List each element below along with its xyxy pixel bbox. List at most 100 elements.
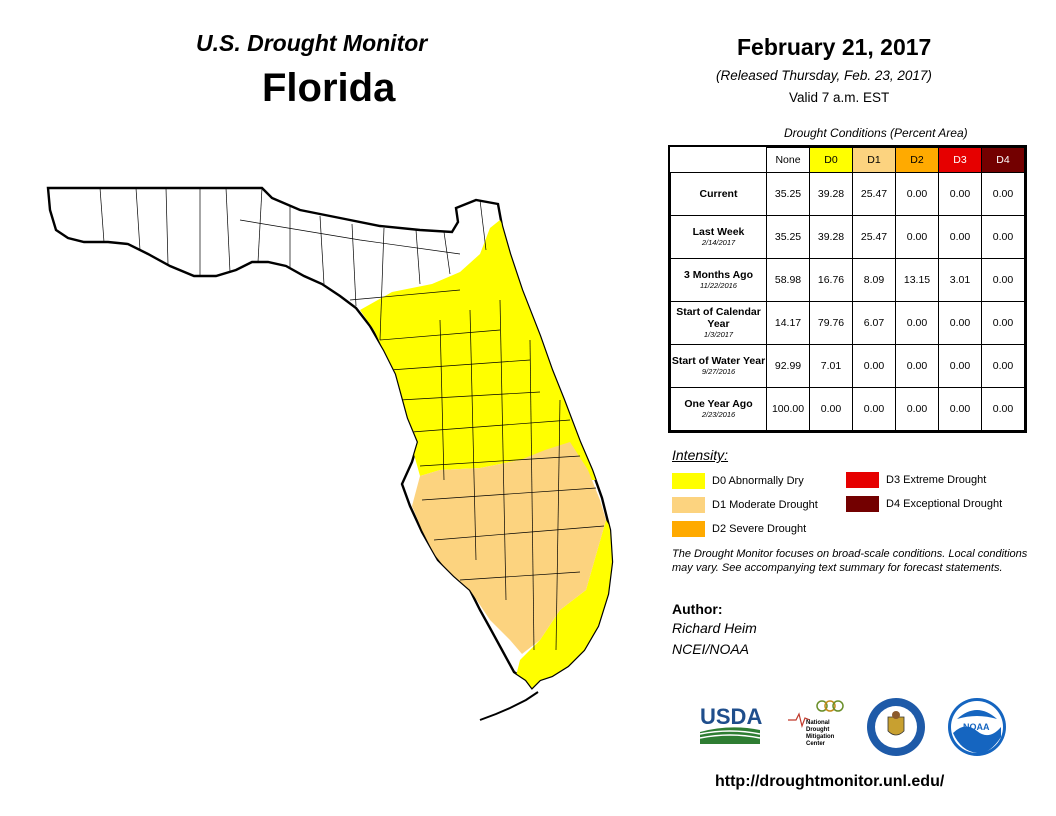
row-sublabel: 11/22/2016 [700, 281, 737, 290]
map-date: February 21, 2017 [737, 34, 932, 60]
table-row: 3 Months Ago 11/22/2016 58.98 16.76 8.09 … [670, 258, 1025, 302]
cell-value: 39.28 [809, 172, 853, 216]
col-header-d4: D4 [981, 147, 1025, 173]
cell-value: 0.00 [895, 387, 939, 431]
legend-swatch-d0 [672, 473, 705, 489]
noaa-logo-text: NOAA [963, 722, 990, 732]
drought-conditions-table: None D0 D1 D2 D3 D4 Current 35.25 39.28 … [668, 145, 1027, 433]
cell-value: 100.00 [766, 387, 810, 431]
florida-keys [479, 691, 539, 721]
legend-swatch-d4 [846, 496, 879, 512]
row-sublabel: 2/14/2017 [701, 238, 736, 247]
legend-item-d4: D4 Exceptional Drought [846, 496, 1002, 512]
row-label: One Year Ago 2/23/2016 [670, 387, 767, 431]
cell-value: 92.99 [766, 344, 810, 388]
cell-value: 0.00 [981, 258, 1025, 302]
row-sublabel: 2/23/2016 [701, 410, 736, 419]
cell-value: 0.00 [895, 215, 939, 259]
cell-value: 0.00 [809, 387, 853, 431]
col-header-d0: D0 [809, 147, 853, 173]
table-row: Current 35.25 39.28 25.47 0.00 0.00 0.00 [670, 172, 1025, 216]
cell-value: 79.76 [809, 301, 853, 345]
author-label: Author: [672, 601, 723, 617]
row-sublabel: 9/27/2016 [701, 367, 736, 376]
disclaimer-note: The Drought Monitor focuses on broad-sca… [672, 548, 1028, 574]
cell-value: 0.00 [981, 215, 1025, 259]
row-label: Start of Calendar Year 1/3/2017 [670, 301, 767, 345]
table-row: Last Week 2/14/2017 35.25 39.28 25.47 0.0… [670, 215, 1025, 259]
cell-value: 0.00 [981, 387, 1025, 431]
source-url[interactable]: http://droughtmonitor.unl.edu/ [715, 773, 945, 790]
table-header-row: None D0 D1 D2 D3 D4 [671, 147, 1025, 173]
cell-value: 39.28 [809, 215, 853, 259]
row-label: Current [670, 172, 767, 216]
florida-drought-map [46, 186, 614, 721]
cell-value: 7.01 [809, 344, 853, 388]
cell-value: 25.47 [852, 172, 896, 216]
table-row: One Year Ago 2/23/2016 100.00 0.00 0.00 0… [670, 387, 1025, 431]
cell-value: 0.00 [938, 301, 982, 345]
legend-item-d1: D1 Moderate Drought [672, 497, 818, 513]
cell-value: 6.07 [852, 301, 896, 345]
cell-value: 25.47 [852, 215, 896, 259]
cell-value: 35.25 [766, 172, 810, 216]
legend-item-d0: D0 Abnormally Dry [672, 473, 804, 489]
department-of-commerce-seal [867, 698, 925, 756]
table-row: Start of Water Year 9/27/2016 92.99 7.01 … [670, 344, 1025, 388]
ndmc-line-4: Center [806, 741, 826, 747]
author-name: Richard Heim [672, 620, 757, 636]
col-header-none: None [766, 147, 810, 173]
cell-value: 13.15 [895, 258, 939, 302]
monitor-title: U.S. Drought Monitor [196, 30, 428, 56]
col-header-d2: D2 [895, 147, 939, 173]
col-header-d3: D3 [938, 147, 982, 173]
usda-logo-text: USDA [700, 704, 762, 729]
cell-value: 0.00 [938, 172, 982, 216]
usda-logo: USDA [699, 704, 762, 744]
legend-item-d2: D2 Severe Drought [672, 521, 806, 537]
table-row: Start of Calendar Year 1/3/2017 14.17 79.… [670, 301, 1025, 345]
ndmc-line-3: Mitigation [806, 734, 835, 740]
legend-swatch-d3 [846, 472, 879, 488]
cell-value: 0.00 [895, 344, 939, 388]
cell-value: 58.98 [766, 258, 810, 302]
release-date: (Released Thursday, Feb. 23, 2017) [716, 68, 932, 83]
drought-zone-d1 [412, 442, 606, 654]
col-header-d1: D1 [852, 147, 896, 173]
row-sublabel: 1/3/2017 [703, 330, 734, 339]
cell-value: 0.00 [981, 172, 1025, 216]
author-org: NCEI/NOAA [672, 641, 750, 657]
cell-value: 0.00 [981, 301, 1025, 345]
cell-value: 0.00 [981, 344, 1025, 388]
county-lines [99, 188, 605, 651]
cell-value: 14.17 [766, 301, 810, 345]
legend-label-d2: D2 Severe Drought [712, 523, 807, 535]
cell-value: 8.09 [852, 258, 896, 302]
cell-value: 0.00 [852, 387, 896, 431]
table-corner [671, 148, 767, 173]
row-label: 3 Months Ago 11/22/2016 [670, 258, 767, 302]
cell-value: 0.00 [852, 344, 896, 388]
cell-value: 3.01 [938, 258, 982, 302]
legend-label-d0: D0 Abnormally Dry [712, 475, 804, 487]
cell-value: 0.00 [938, 215, 982, 259]
ndmc-line-1: National [806, 720, 830, 726]
state-title: Florida [262, 66, 396, 110]
ndmc-line-2: Drought [806, 727, 829, 733]
cell-value: 35.25 [766, 215, 810, 259]
cell-value: 0.00 [895, 301, 939, 345]
valid-time: Valid 7 a.m. EST [789, 90, 890, 105]
legend-title: Intensity: [672, 447, 729, 463]
noaa-logo: NOAA [948, 698, 1006, 756]
cell-value: 0.00 [895, 172, 939, 216]
legend-label-d1: D1 Moderate Drought [712, 499, 818, 511]
row-label: Start of Water Year 9/27/2016 [670, 344, 767, 388]
legend-label-d3: D3 Extreme Drought [886, 474, 987, 486]
ndmc-logo: National Drought Mitigation Center [788, 700, 844, 747]
drought-zone-d0 [360, 220, 600, 480]
cell-value: 16.76 [809, 258, 853, 302]
cell-value: 0.00 [938, 344, 982, 388]
cell-value: 0.00 [938, 387, 982, 431]
legend-item-d3: D3 Extreme Drought [846, 472, 986, 488]
legend-label-d4: D4 Exceptional Drought [886, 498, 1003, 510]
